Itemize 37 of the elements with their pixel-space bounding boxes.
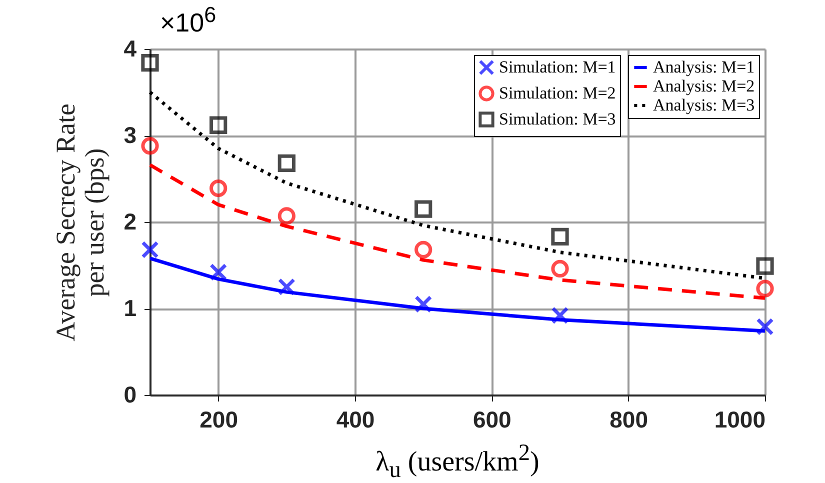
point [551, 306, 569, 324]
point [141, 54, 159, 72]
point [756, 280, 774, 298]
x-axis-title: λ$_{u}$ (users/km$^{2}$) [374, 440, 540, 483]
x-tick-label: 200 [200, 406, 238, 432]
point [414, 240, 432, 258]
x-tick-label: 1000 [714, 406, 766, 432]
point [210, 116, 228, 134]
point [756, 257, 774, 275]
x-tick-label: 600 [472, 406, 512, 432]
legend-label: Simulation: M=2 [499, 84, 616, 102]
legend-label: Simulation: M=3 [499, 110, 616, 128]
point [756, 318, 774, 336]
x-tick-label: 400 [336, 406, 375, 432]
y-tick-label: 2 [124, 208, 136, 234]
point [551, 228, 569, 246]
point [278, 154, 296, 172]
legend-label: Simulation: M=1 [499, 58, 616, 76]
point [210, 263, 228, 281]
point [141, 240, 159, 258]
legend-label: Analysis: M=1 [653, 58, 755, 76]
point [278, 207, 296, 225]
legend-label: Analysis: M=3 [653, 96, 755, 114]
point [414, 200, 432, 218]
text: ×10$^{6}$ [160, 2, 216, 39]
y-tick-label: 1 [124, 295, 137, 321]
legend-label: Analysis: M=2 [653, 76, 755, 96]
x-tick-label: 800 [610, 406, 648, 432]
point [141, 137, 159, 155]
point [551, 260, 569, 278]
point [210, 179, 228, 198]
y-tick-label: 0 [124, 382, 136, 408]
y-tick-label: 4 [124, 36, 137, 62]
y-axis-title: Average Secrecy Rate per user (bps) [50, 104, 110, 342]
point [414, 295, 432, 313]
y-tick-label: 3 [124, 122, 136, 148]
point [278, 278, 296, 296]
